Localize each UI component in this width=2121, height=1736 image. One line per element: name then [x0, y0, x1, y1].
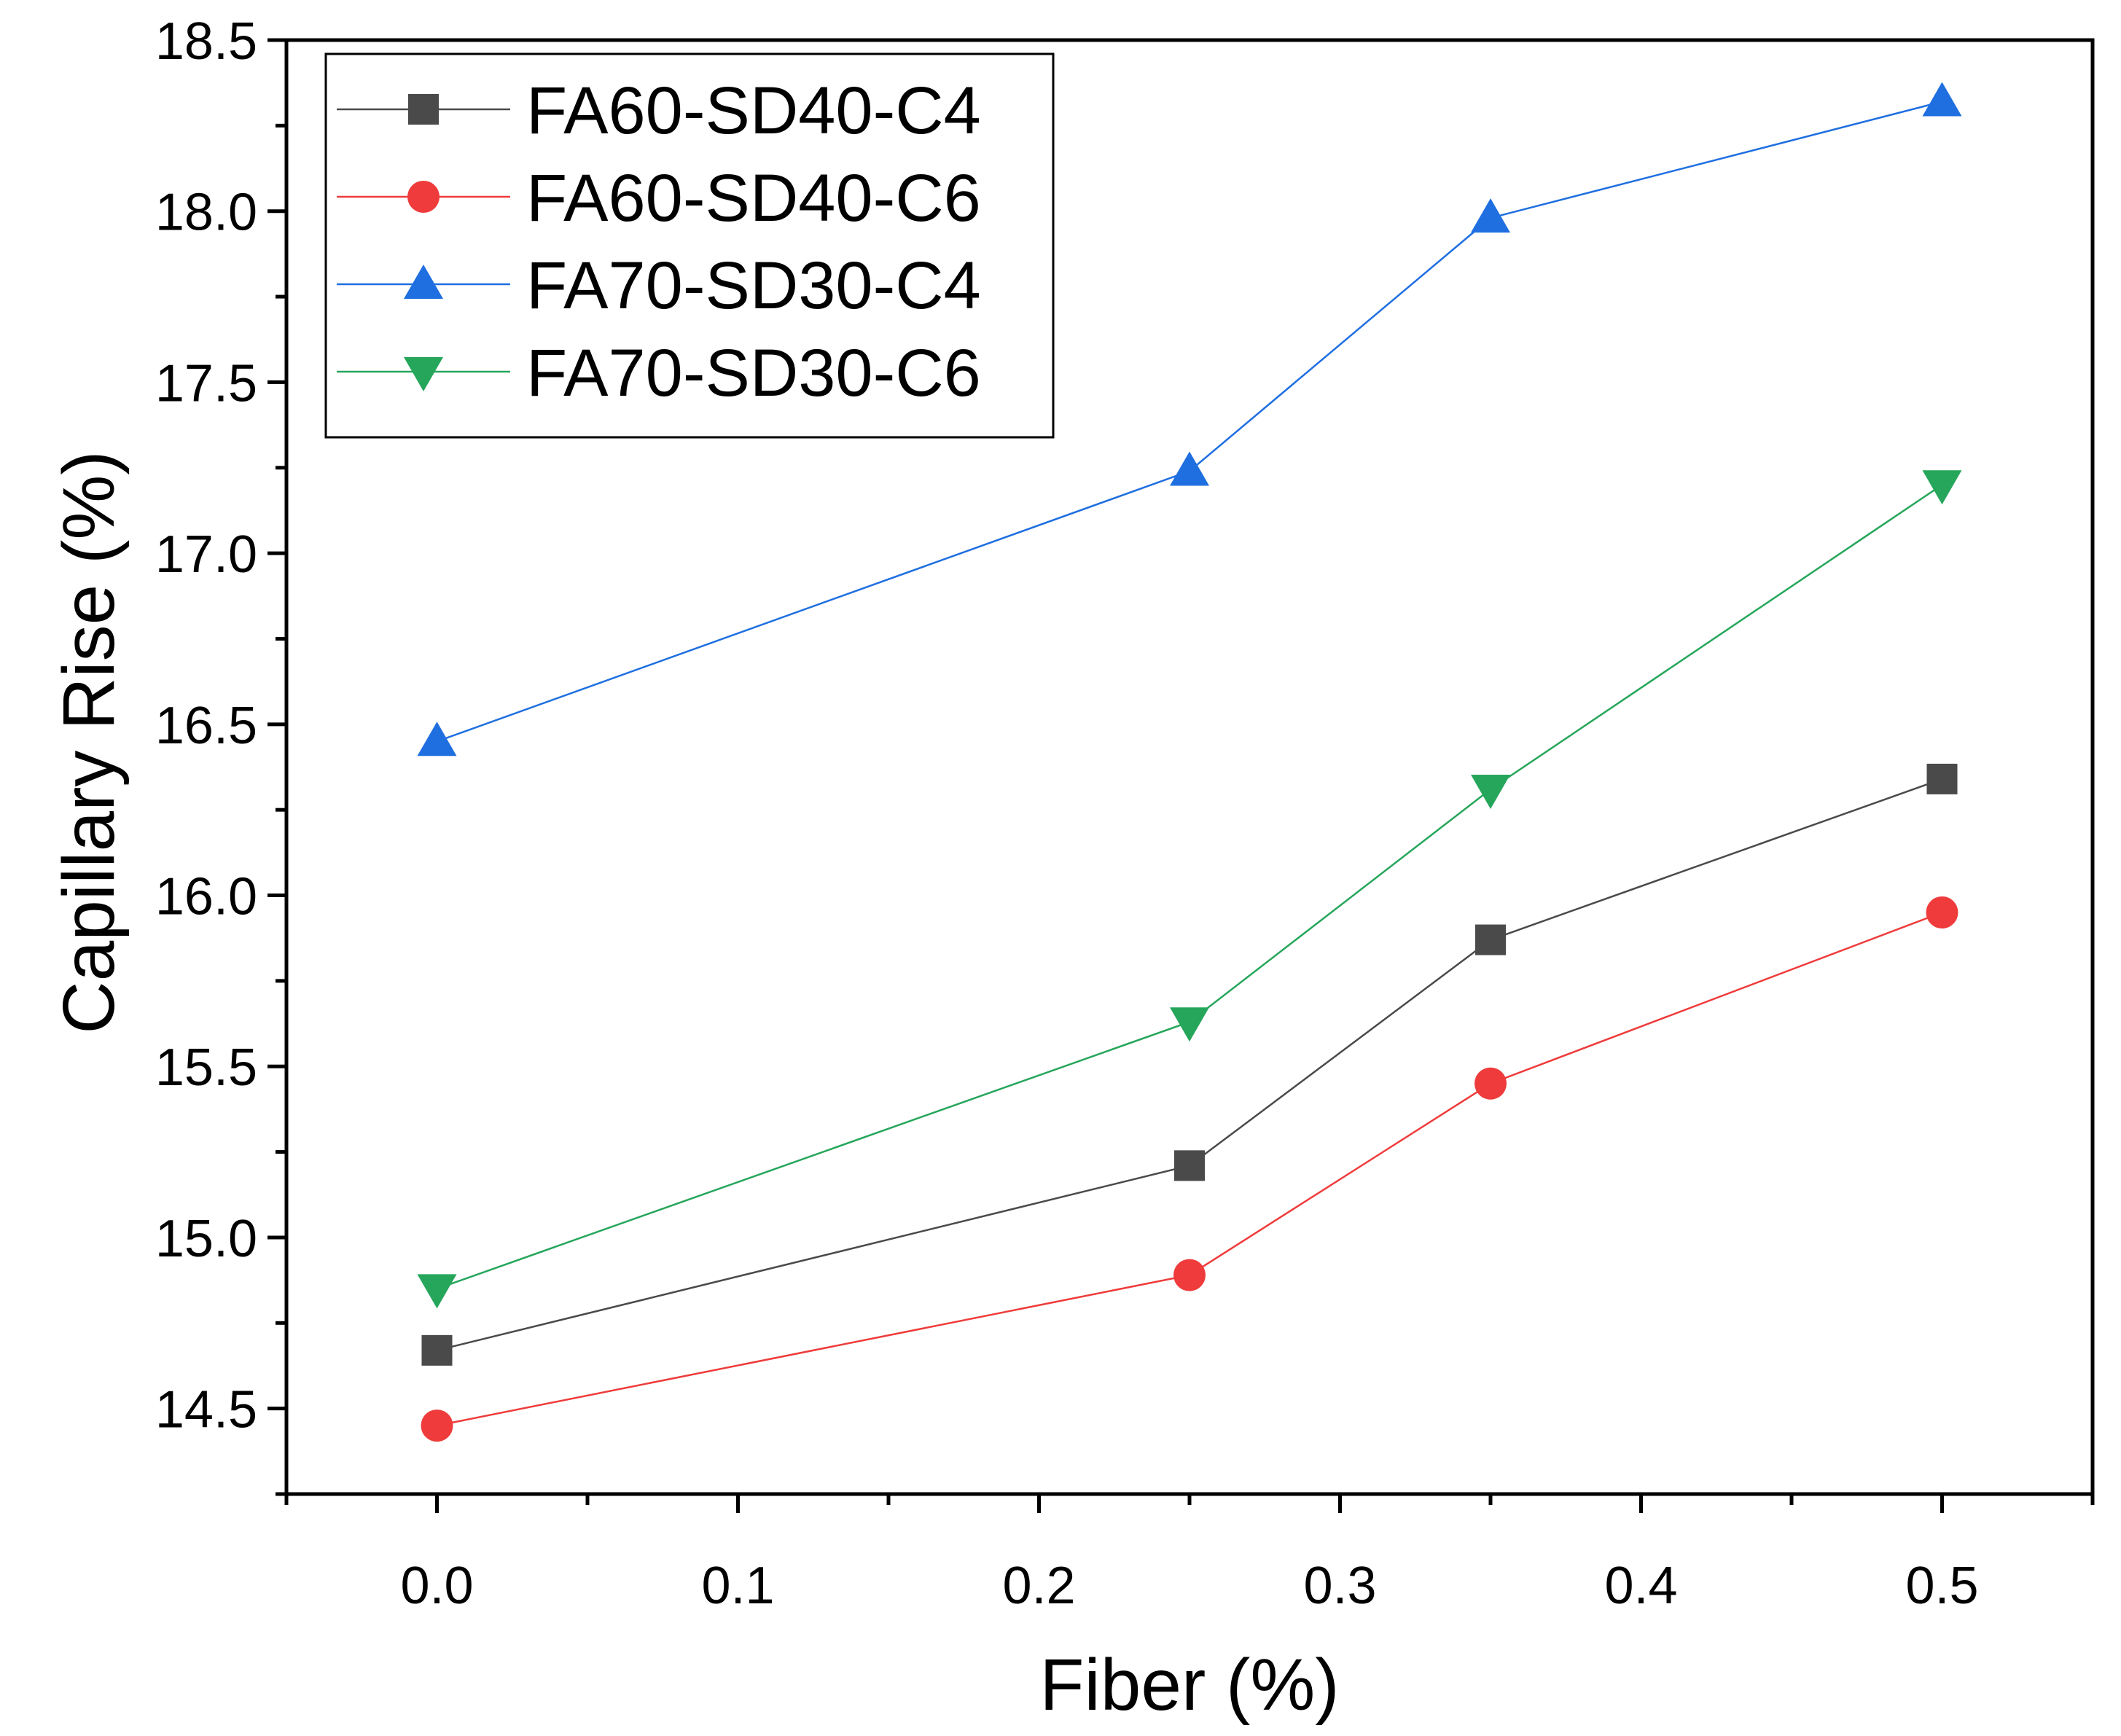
y-tick-label: 16.0: [155, 868, 257, 926]
legend-label: FA70-SD30-C6: [526, 336, 981, 410]
legend-marker: [404, 265, 443, 299]
data-point-marker: [1926, 763, 1958, 794]
y-tick-label: 17.0: [155, 525, 257, 584]
data-point-marker: [1926, 896, 1958, 928]
y-tick-label: 17.5: [155, 354, 257, 413]
y-tick-label: 15.0: [155, 1210, 257, 1268]
x-tick-label: 0.2: [1002, 1557, 1075, 1615]
series-markers: [417, 82, 1962, 1442]
data-point-marker: [417, 722, 457, 756]
series-line-3: [437, 484, 1943, 1290]
data-point-marker: [1475, 924, 1506, 955]
legend-label: FA60-SD40-C6: [526, 161, 981, 235]
data-point-marker: [417, 1274, 457, 1309]
x-tick-label: 0.5: [1905, 1557, 1978, 1615]
series-lines: [437, 101, 1943, 1427]
legend-items: FA60-SD40-C4 FA60-SD40-C6 FA70-SD30-C4 FA70…: [337, 74, 981, 410]
legend-label: FA70-SD30-C4: [526, 249, 981, 323]
data-point-marker: [421, 1409, 453, 1442]
data-point-marker: [1170, 451, 1209, 486]
data-point-marker: [1174, 1150, 1205, 1181]
x-tick-label: 0.0: [400, 1557, 473, 1615]
data-point-marker: [1471, 775, 1510, 810]
y-tick-label: 18.0: [155, 184, 257, 242]
legend-box: [324, 52, 1055, 439]
y-axis-title: Capillary Rise (%): [48, 450, 130, 1033]
data-point-marker: [1170, 1007, 1209, 1042]
data-point-marker: [421, 1334, 453, 1366]
legend-label: FA60-SD40-C4: [526, 74, 981, 148]
x-tick-label: 0.1: [701, 1557, 774, 1615]
y-tick-label: 16.5: [155, 697, 257, 755]
legend-marker: [408, 94, 439, 125]
data-point-marker: [1474, 1067, 1507, 1100]
series-line-2: [437, 101, 1942, 743]
y-tick-labels: 14.5 15.0 15.5 16.0 16.5 17.0 17.5 18.0 18.5: [155, 12, 257, 1439]
series-line-1: [437, 911, 1942, 1427]
x-tick-labels: 0.0 0.1 0.2 0.3 0.4 0.5: [400, 1557, 1978, 1615]
legend-marker: [404, 357, 443, 391]
x-tick-label: 0.4: [1604, 1557, 1677, 1615]
data-point-marker: [1922, 470, 1962, 505]
y-tick-label: 15.5: [155, 1039, 257, 1097]
data-point-marker: [1471, 198, 1510, 233]
data-point-marker: [1173, 1259, 1206, 1291]
y-tick-label: 14.5: [155, 1381, 257, 1439]
series-line-0: [437, 778, 1942, 1352]
data-point-marker: [1922, 82, 1962, 117]
x-tick-label: 0.3: [1303, 1557, 1376, 1615]
y-tick-label: 18.5: [155, 12, 257, 71]
legend-marker: [407, 181, 440, 213]
plot-frame: [284, 38, 2095, 1496]
x-axis-title: Fiber (%): [1039, 1644, 1339, 1726]
legend: FA60-SD40-C4 FA60-SD40-C6 FA70-SD30-C4 FA70…: [324, 52, 1055, 439]
